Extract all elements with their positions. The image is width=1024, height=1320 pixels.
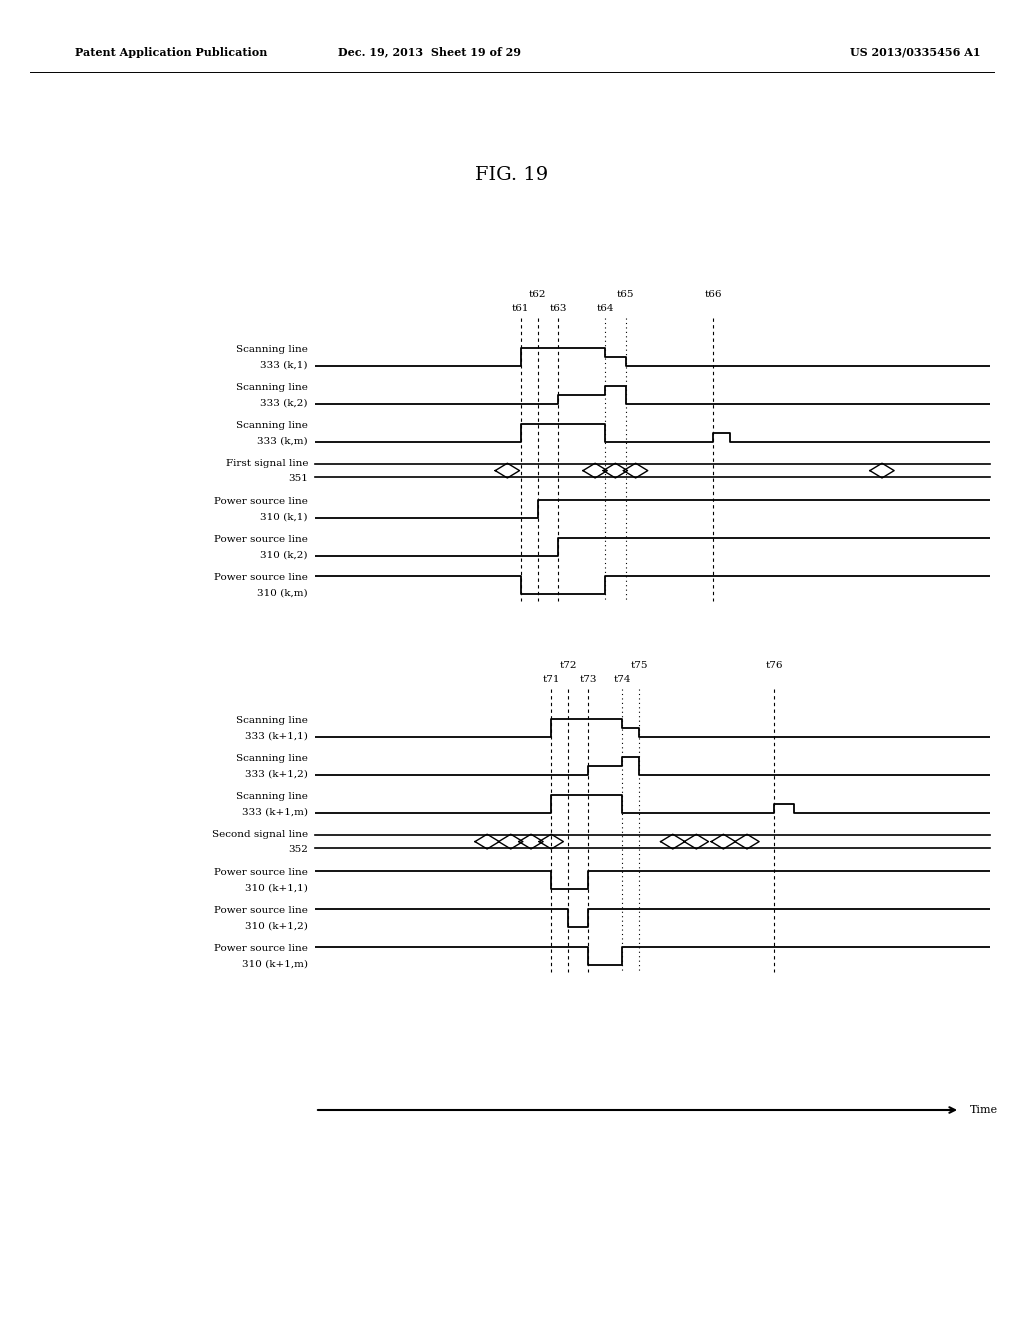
Text: FIG. 19: FIG. 19	[475, 166, 549, 183]
Text: 310 (k,1): 310 (k,1)	[260, 512, 308, 521]
Text: Power source line: Power source line	[214, 944, 308, 953]
Text: Scanning line: Scanning line	[237, 792, 308, 801]
Text: US 2013/0335456 A1: US 2013/0335456 A1	[850, 46, 981, 58]
Text: Power source line: Power source line	[214, 573, 308, 582]
Text: Scanning line: Scanning line	[237, 715, 308, 725]
Text: t76: t76	[765, 661, 782, 671]
Text: Scanning line: Scanning line	[237, 345, 308, 354]
Text: 333 (k+1,1): 333 (k+1,1)	[245, 731, 308, 741]
Text: Dec. 19, 2013  Sheet 19 of 29: Dec. 19, 2013 Sheet 19 of 29	[339, 46, 521, 58]
Text: t74: t74	[613, 675, 631, 684]
Text: t73: t73	[580, 675, 597, 684]
Text: Power source line: Power source line	[214, 906, 308, 915]
Text: 351: 351	[288, 474, 308, 483]
Text: t65: t65	[616, 290, 634, 300]
Text: 310 (k+1,2): 310 (k+1,2)	[245, 921, 308, 931]
Text: Power source line: Power source line	[214, 869, 308, 876]
Text: 333 (k+1,m): 333 (k+1,m)	[242, 807, 308, 816]
Text: First signal line: First signal line	[225, 459, 308, 469]
Text: t72: t72	[559, 661, 577, 671]
Text: t66: t66	[705, 290, 722, 300]
Text: Scanning line: Scanning line	[237, 754, 308, 763]
Text: Power source line: Power source line	[214, 535, 308, 544]
Text: Patent Application Publication: Patent Application Publication	[75, 46, 267, 58]
Text: t61: t61	[512, 304, 529, 313]
Text: 310 (k,2): 310 (k,2)	[260, 550, 308, 560]
Text: 333 (k+1,2): 333 (k+1,2)	[245, 770, 308, 777]
Text: 333 (k,m): 333 (k,m)	[257, 436, 308, 445]
Text: Second signal line: Second signal line	[212, 830, 308, 840]
Text: t63: t63	[549, 304, 566, 313]
Text: 333 (k,2): 333 (k,2)	[260, 399, 308, 407]
Text: Time: Time	[970, 1105, 998, 1115]
Text: 310 (k+1,m): 310 (k+1,m)	[242, 960, 308, 968]
Text: 310 (k,m): 310 (k,m)	[257, 589, 308, 597]
Text: t62: t62	[529, 290, 547, 300]
Text: Power source line: Power source line	[214, 498, 308, 506]
Text: 352: 352	[288, 845, 308, 854]
Text: t64: t64	[597, 304, 614, 313]
Text: 310 (k+1,1): 310 (k+1,1)	[245, 883, 308, 892]
Text: t71: t71	[543, 675, 560, 684]
Text: 333 (k,1): 333 (k,1)	[260, 360, 308, 370]
Text: Scanning line: Scanning line	[237, 383, 308, 392]
Text: Scanning line: Scanning line	[237, 421, 308, 430]
Text: t75: t75	[630, 661, 648, 671]
